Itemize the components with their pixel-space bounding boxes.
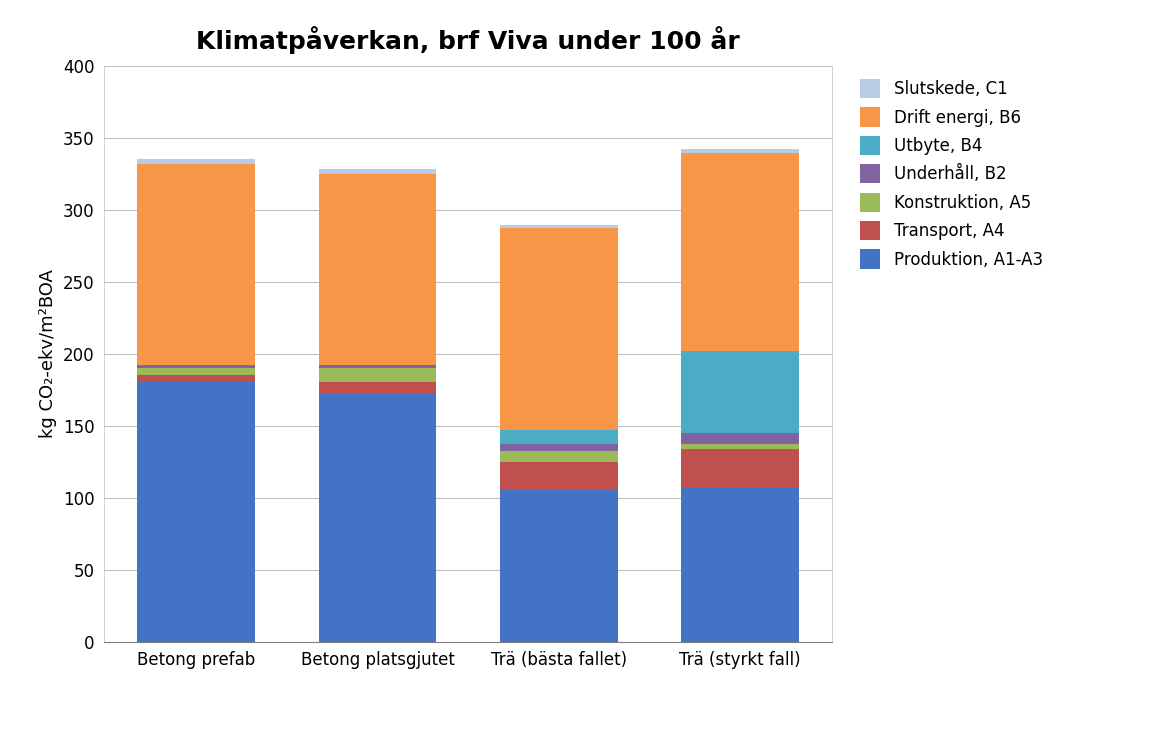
Bar (681, 488, 799, 642)
Bar (499, 228, 617, 430)
Y-axis label: kg CO₂-ekv/m²BOA: kg CO₂-ekv/m²BOA (39, 269, 57, 438)
Bar (499, 461, 617, 491)
Bar (499, 491, 617, 642)
Legend: Slutskede, C1, Drift energi, B6, Utbyte, B4, Underhåll, B2, Konstruktion, A5, Tr: Slutskede, C1, Drift energi, B6, Utbyte,… (855, 74, 1047, 273)
Bar (681, 351, 799, 433)
Bar (138, 163, 255, 365)
Bar (681, 448, 799, 488)
Title: Klimatpåverkan, brf Viva under 100 år: Klimatpåverkan, brf Viva under 100 år (197, 26, 740, 54)
Bar (319, 394, 437, 642)
Bar (138, 368, 255, 375)
Bar (319, 174, 437, 365)
Bar (319, 169, 437, 174)
Bar (499, 225, 617, 228)
Bar (681, 444, 799, 448)
Bar (319, 382, 437, 394)
Bar (681, 153, 799, 351)
Bar (681, 149, 799, 153)
Bar (138, 365, 255, 368)
Bar (681, 433, 799, 444)
Bar (499, 444, 617, 451)
Bar (138, 159, 255, 163)
Bar (319, 365, 437, 368)
Bar (138, 375, 255, 382)
Bar (138, 382, 255, 642)
Bar (499, 430, 617, 444)
Bar (319, 368, 437, 382)
Bar (499, 451, 617, 461)
